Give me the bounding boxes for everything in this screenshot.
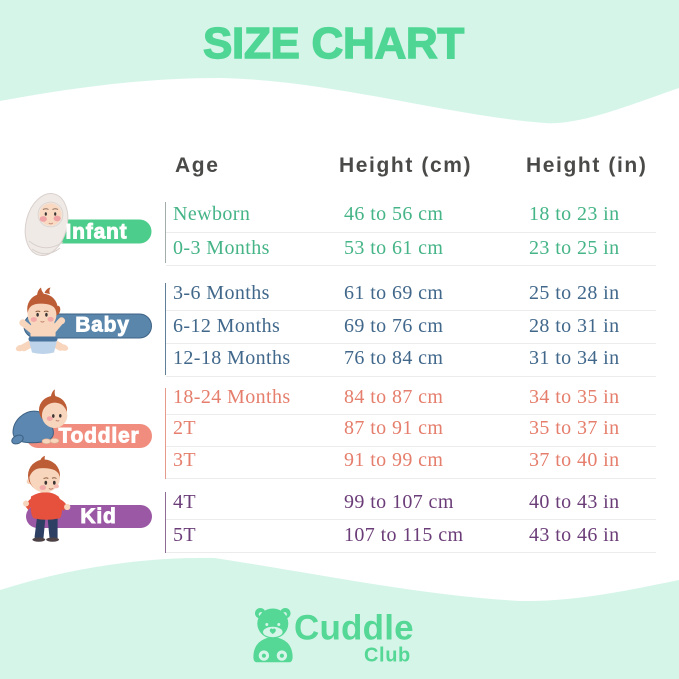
svg-text:Toddler: Toddler (58, 425, 139, 448)
svg-text:Baby: Baby (75, 314, 130, 337)
svg-text:Club: Club (364, 645, 411, 667)
svg-text:Infant: Infant (66, 221, 128, 244)
svg-text:Kid: Kid (80, 505, 116, 528)
svg-text:Cuddle: Cuddle (294, 609, 414, 648)
